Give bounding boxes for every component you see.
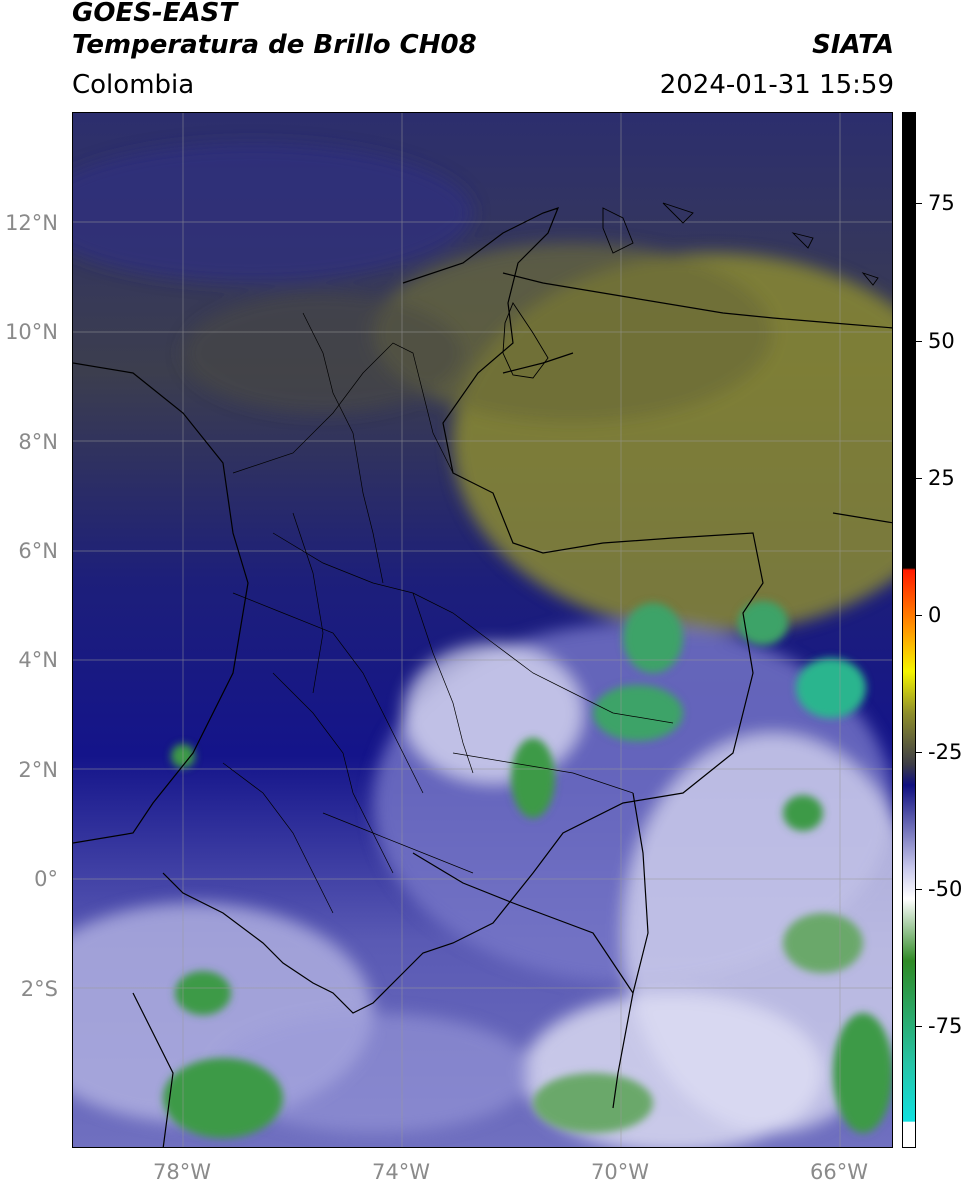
product-title: Temperatura de Brillo CH08: [72, 30, 477, 60]
lon-label-70w: 70°W: [591, 1160, 649, 1184]
colorbar-label-0: 0: [928, 603, 942, 627]
lon-label-78w: 78°W: [153, 1160, 211, 1184]
colorbar-tick-m50: [916, 889, 922, 890]
colorbar-label-50: 50: [928, 329, 955, 353]
colorbar-label-m50: -50: [928, 877, 963, 901]
satellite-title: GOES-EAST: [72, 0, 238, 28]
colorbar-tick-m75: [916, 1026, 922, 1027]
lat-label-8n: 8°N: [18, 430, 58, 454]
lat-label-0: 0°: [34, 867, 58, 891]
department-borders: [222, 312, 674, 914]
lat-label-6n: 6°N: [18, 539, 58, 563]
colorbar-label-75: 75: [928, 191, 955, 215]
lon-label-66w: 66°W: [810, 1160, 868, 1184]
cold-cloud-tops: [163, 601, 892, 1138]
satellite-map[interactable]: [72, 112, 893, 1148]
coastline-features: [502, 202, 879, 379]
colorbar-label-25: 25: [928, 466, 955, 490]
lat-label-12n: 12°N: [5, 211, 58, 235]
lon-label-74w: 74°W: [372, 1160, 430, 1184]
colorbar-label-m25: -25: [928, 740, 963, 764]
colorbar-tick-50: [916, 341, 922, 342]
colorbar-tick-25: [916, 478, 922, 479]
gridlines: [73, 113, 892, 1147]
lat-label-2s: 2°S: [20, 977, 58, 1001]
country-borders: [73, 207, 892, 1147]
brand-label: SIATA: [812, 30, 894, 60]
colorbar-label-m75: -75: [928, 1014, 963, 1038]
colorbar: [902, 112, 916, 1148]
lat-label-2n: 2°N: [18, 758, 58, 782]
colorbar-tick-m25: [916, 752, 922, 753]
region-label: Colombia: [72, 70, 195, 100]
datetime-label: 2024-01-31 15:59: [659, 70, 894, 100]
colorbar-tick-0: [916, 615, 922, 616]
colorbar-tick-75: [916, 203, 922, 204]
map-canvas: [73, 113, 892, 1147]
lat-label-10n: 10°N: [5, 320, 58, 344]
lat-label-4n: 4°N: [18, 648, 58, 672]
